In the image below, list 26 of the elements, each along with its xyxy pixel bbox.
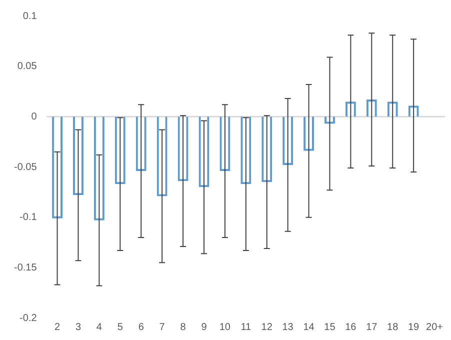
x-tick-label: 20+ (426, 322, 444, 333)
y-tick-label: 0.05 (17, 61, 38, 72)
x-tick-label: 11 (240, 322, 252, 333)
x-tick-label: 18 (387, 322, 399, 333)
x-tick-label: 9 (201, 322, 208, 333)
x-tick-label: 2 (54, 322, 60, 333)
y-tick-label: 0.1 (22, 10, 38, 22)
x-tick-label: 14 (303, 322, 315, 333)
x-tick-label: 3 (75, 322, 82, 333)
x-tick-label: 17 (366, 322, 378, 333)
x-tick-label: 10 (219, 322, 231, 333)
x-tick-label: 4 (96, 322, 102, 333)
x-tick-label: 16 (345, 322, 357, 333)
x-tick-label: 7 (159, 322, 166, 333)
y-tick-label: -0.05 (14, 162, 38, 173)
x-tick-label: 8 (180, 322, 186, 333)
x-tick-label: 15 (324, 322, 336, 333)
y-tick-label: 0 (31, 111, 38, 122)
x-tick-label: 19 (408, 322, 420, 333)
x-tick-label: 13 (282, 322, 294, 333)
x-tick-label: 5 (117, 322, 124, 333)
x-tick-label: 6 (138, 322, 144, 333)
y-tick-label: -0.1 (20, 212, 38, 224)
x-tick-label: 12 (261, 322, 273, 333)
y-tick-label: -0.15 (14, 262, 38, 274)
y-tick-label: -0.2 (20, 312, 38, 324)
